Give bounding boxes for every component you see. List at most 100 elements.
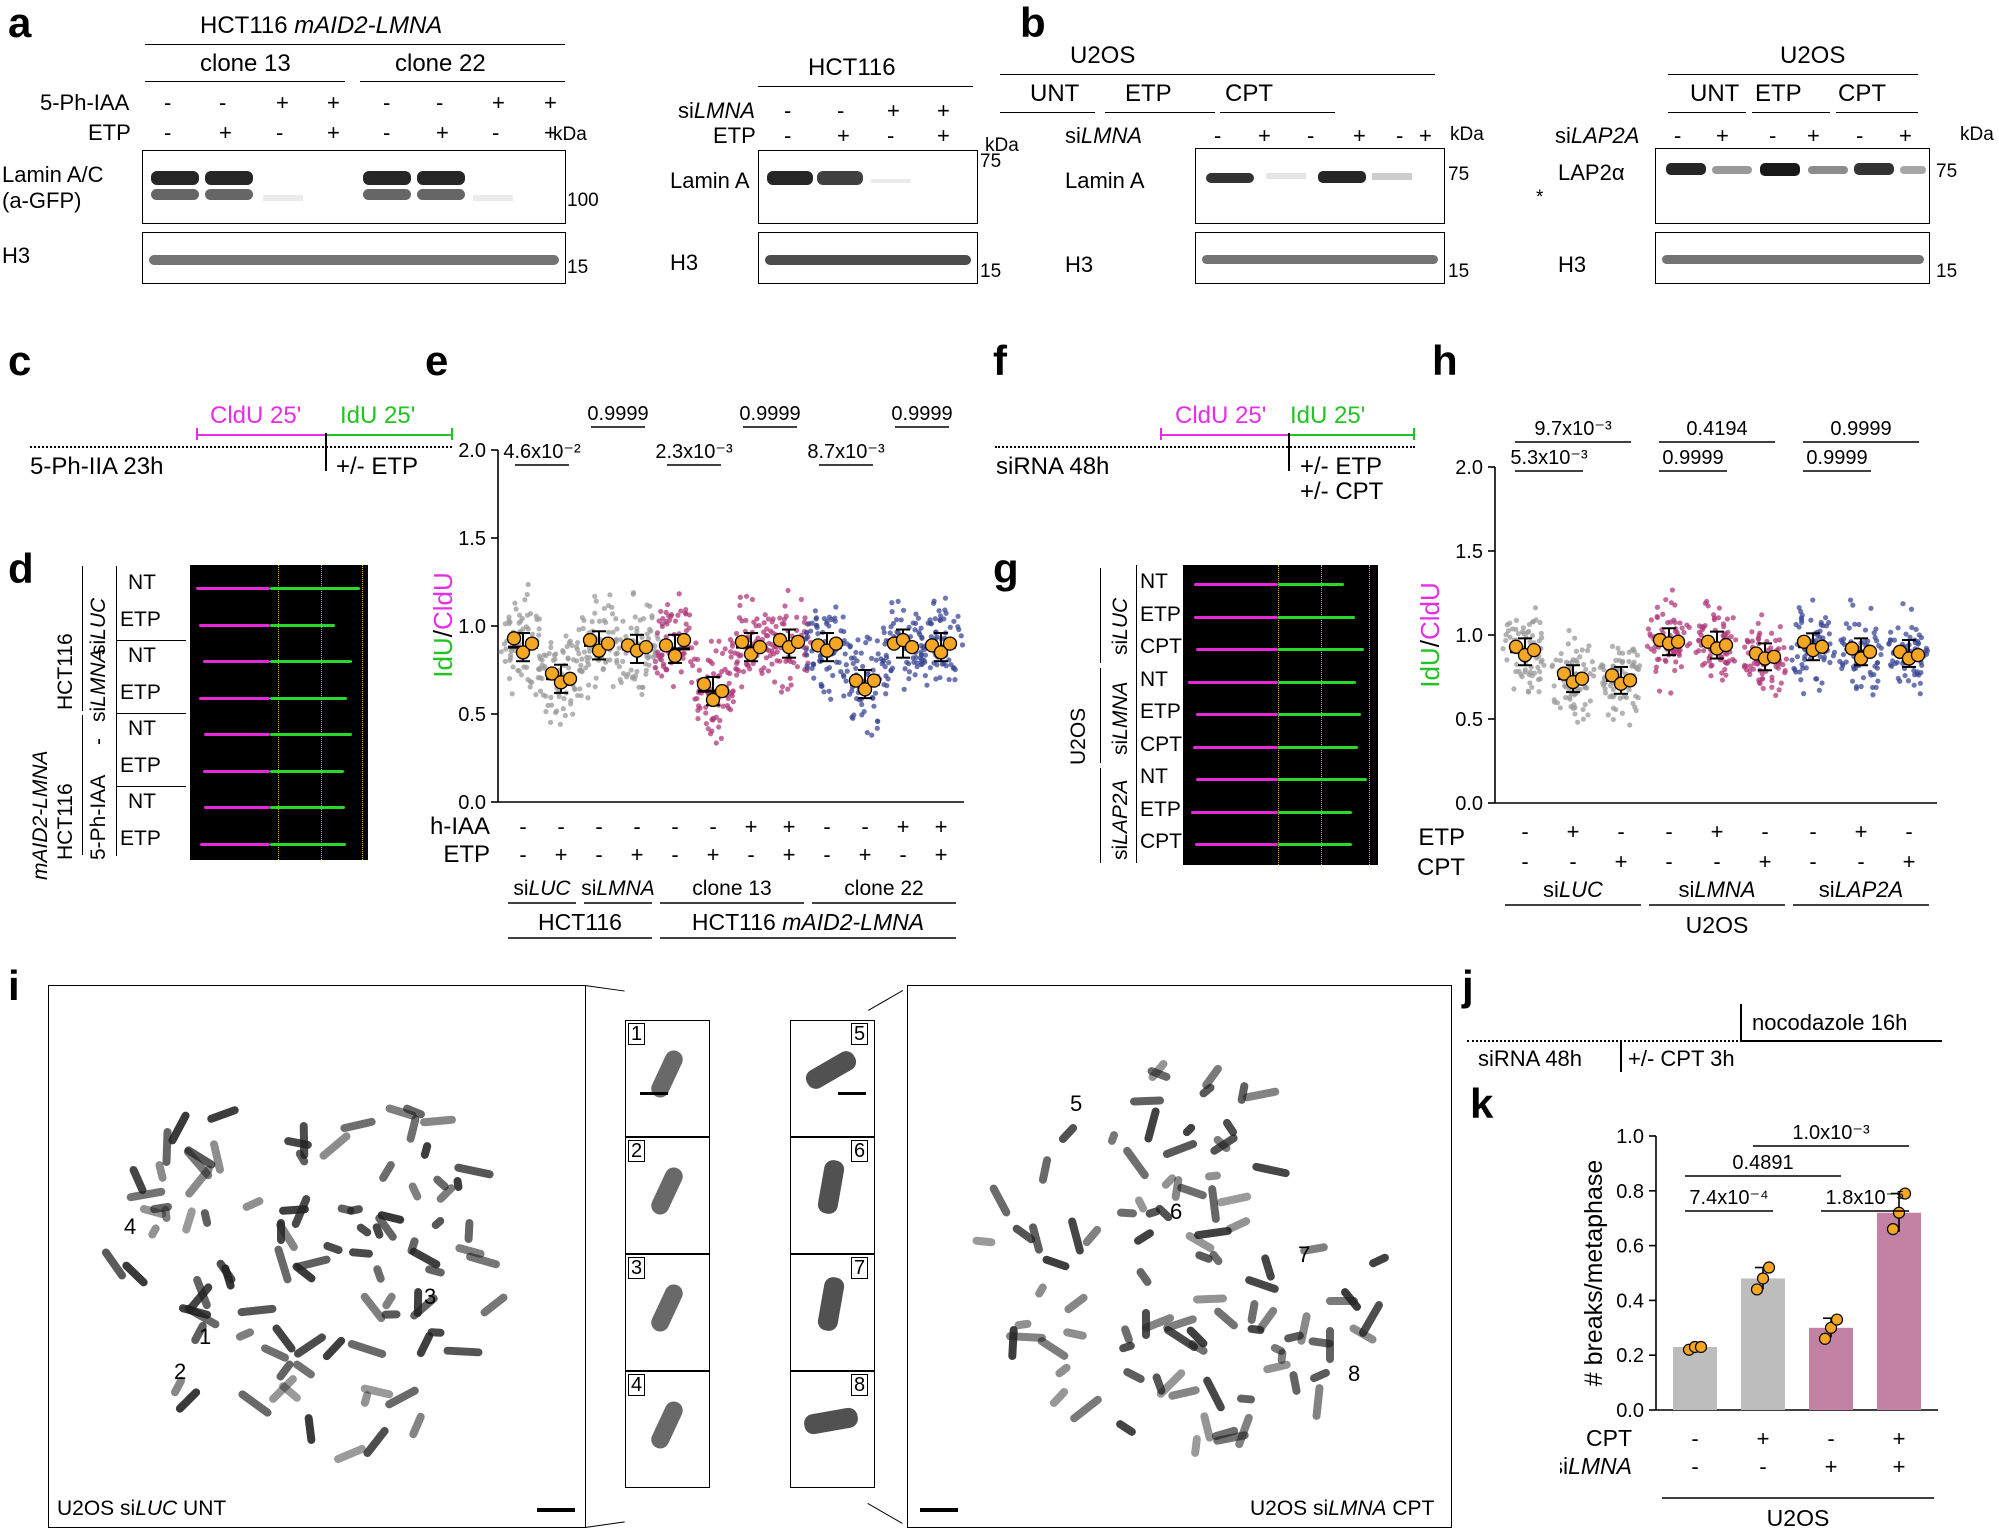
data-point: [1923, 648, 1929, 654]
data-point: [705, 726, 711, 732]
data-point: [858, 650, 864, 656]
data-point: [821, 689, 827, 695]
data-point: [1902, 672, 1908, 679]
data-point: [562, 712, 568, 719]
data-point: [1537, 619, 1543, 626]
replicate-point: [1898, 1187, 1912, 1200]
replicate-point: [667, 648, 683, 664]
cldu-track: [202, 769, 270, 773]
data-point: [915, 615, 922, 621]
data-point: [848, 655, 855, 661]
data-point: [527, 684, 533, 690]
data-point: [918, 643, 924, 649]
chromosome: [1224, 1215, 1252, 1235]
pvalue-label: 0.9999: [587, 405, 648, 425]
data-point: [707, 731, 714, 737]
data-point: [1684, 643, 1691, 649]
chromosome: [128, 1164, 148, 1196]
cell-line-label: U2OS: [1767, 1505, 1830, 1531]
data-point: [1856, 621, 1862, 628]
cldu-track: [1193, 745, 1278, 749]
chromosome: [1014, 1319, 1032, 1330]
inset-chromosome: [648, 1398, 686, 1452]
sign-etp: +: [544, 120, 557, 145]
sign-si-lap2a: +: [1807, 123, 1820, 148]
data-point: [579, 656, 585, 662]
data-point: [894, 617, 900, 623]
sign-5phiaa: -: [219, 90, 227, 115]
data-point: [1532, 605, 1539, 611]
data-point: [683, 621, 689, 627]
data-point: [652, 665, 658, 671]
data-point: [860, 663, 866, 670]
data-point: [694, 695, 700, 702]
data-point: [1831, 649, 1838, 655]
data-point: [959, 642, 966, 648]
data-point: [1850, 602, 1856, 608]
data-point: [1914, 671, 1920, 677]
data-point: [1814, 676, 1820, 682]
chromosome: [988, 1183, 1012, 1218]
row2-sign: +: [859, 842, 872, 867]
data-point: [1725, 629, 1731, 635]
data-point: [1900, 601, 1906, 607]
chromosome: [1262, 1359, 1292, 1375]
replicate-point: [1750, 1283, 1764, 1296]
chromosome: [1057, 1122, 1079, 1145]
data-point: [826, 614, 833, 620]
data-point: [729, 643, 736, 649]
inset-chromosome: [648, 1281, 686, 1335]
sign-etp: +: [327, 120, 340, 145]
data-point: [902, 666, 908, 672]
data-point: [1515, 631, 1521, 637]
idu-track: [1278, 843, 1352, 846]
data-point: [828, 696, 834, 702]
data-point: [833, 659, 840, 665]
sign-etp: +: [436, 120, 449, 145]
data-point: [1615, 645, 1621, 651]
data-point: [1575, 719, 1581, 725]
data-point: [601, 605, 607, 612]
cldu-track: [1193, 615, 1278, 619]
data-point: [1783, 656, 1789, 662]
data-point: [656, 618, 662, 624]
data-point: [785, 587, 791, 594]
data-point: [847, 644, 853, 650]
data-point: [1633, 707, 1639, 714]
data-point: [603, 619, 609, 626]
data-point: [922, 652, 929, 658]
data-point: [1600, 663, 1606, 669]
sign-etp: -: [276, 120, 284, 145]
y-tick-label: 0.0: [458, 792, 486, 814]
data-point: [606, 629, 612, 635]
metaphase-right-caption: U2OS siLMNA CPT: [1250, 1497, 1435, 1520]
data-point: [548, 719, 554, 725]
replicate-point: [506, 631, 522, 646]
blot-a4: [758, 232, 978, 284]
data-point: [1719, 670, 1725, 676]
fiber-treat-label: NT: [1140, 667, 1168, 691]
data-point: [557, 721, 563, 727]
data-point: [1696, 629, 1703, 635]
data-point: [803, 630, 810, 636]
data-point: [520, 626, 526, 632]
fiber-treat-label: NT: [128, 790, 156, 813]
data-point: [727, 637, 734, 643]
replicate-point: [562, 671, 578, 686]
chromosome: [1062, 1292, 1090, 1315]
data-point: [743, 661, 750, 667]
data-point: [886, 660, 892, 666]
fiber-treat-label: NT: [1140, 570, 1168, 593]
data-point: [1776, 687, 1782, 693]
data-point: [1626, 658, 1632, 665]
data-point: [737, 594, 743, 600]
cldu-track: [199, 696, 270, 700]
data-point: [900, 607, 907, 613]
data-point: [1616, 657, 1623, 663]
data-point: [933, 676, 939, 682]
data-point: [689, 662, 696, 669]
row1-sign: -: [671, 814, 678, 839]
data-point: [649, 613, 655, 619]
data-point: [584, 654, 590, 660]
